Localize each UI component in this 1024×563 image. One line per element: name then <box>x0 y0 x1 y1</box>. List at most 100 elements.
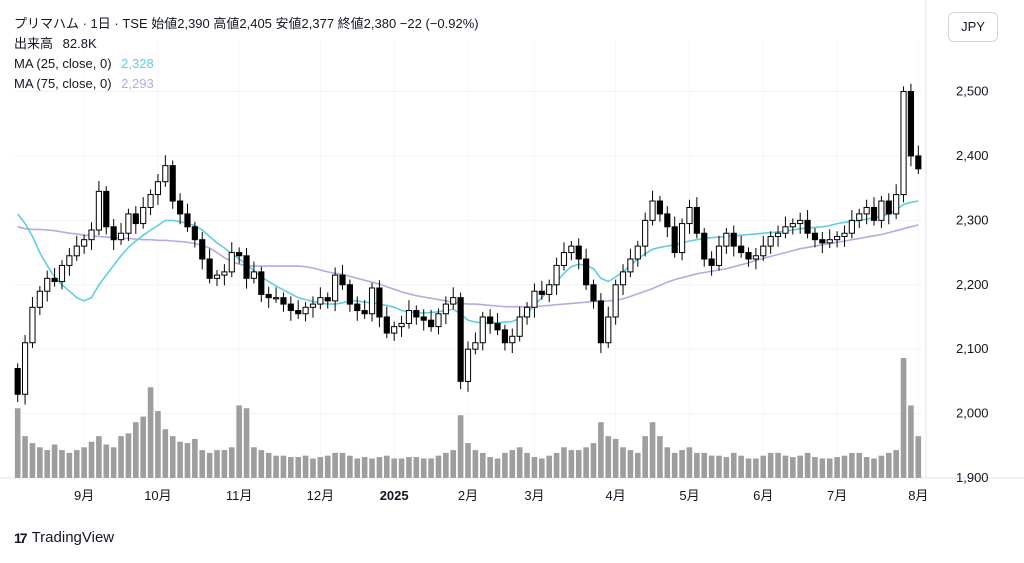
volume-bar <box>804 452 811 478</box>
y-tick-label: 2,000 <box>956 406 989 421</box>
candle-body <box>199 239 206 260</box>
candle-body <box>125 213 132 234</box>
volume-bar <box>723 457 730 478</box>
ma75-value: 2,293 <box>121 76 154 91</box>
x-tick-label: 4月 <box>606 488 626 503</box>
candle-body <box>391 326 398 334</box>
candle-body <box>723 232 730 247</box>
candle-body <box>103 190 110 228</box>
candle-body <box>634 245 641 260</box>
candle-body <box>29 306 36 344</box>
volume-bar <box>583 447 589 478</box>
volume-bar <box>516 447 523 478</box>
candle-body <box>383 316 390 334</box>
candle-body <box>243 255 250 279</box>
candle-body <box>516 316 523 337</box>
candle-body <box>627 258 634 273</box>
volume-bar <box>347 455 353 478</box>
volume-bar <box>169 436 176 478</box>
volume-bar <box>147 387 154 478</box>
candle-body <box>413 310 420 318</box>
volume-bar <box>413 457 420 478</box>
volume-bar <box>383 455 390 478</box>
volume-bar <box>782 455 789 478</box>
volume-bar <box>14 408 21 478</box>
candle-body <box>501 329 508 344</box>
candle-body <box>531 290 538 308</box>
volume-bar <box>546 455 553 478</box>
candle-body <box>479 316 486 344</box>
candle-body <box>324 297 331 302</box>
volume-bar <box>686 447 693 478</box>
volume-bar <box>44 450 51 478</box>
volume-bar <box>140 416 146 478</box>
volume-bar <box>236 405 242 478</box>
volume-bar <box>339 452 346 478</box>
volume-bar <box>37 447 43 478</box>
volume-bar <box>620 447 626 478</box>
y-tick-label: 2,200 <box>956 277 989 292</box>
volume-bar <box>66 452 73 478</box>
volume-bar <box>22 436 28 478</box>
ma75-line <box>17 224 919 308</box>
candle-body <box>95 190 102 231</box>
candle-body <box>546 284 553 295</box>
volume-bar <box>849 452 855 478</box>
candle-body <box>354 303 361 312</box>
candle-body <box>841 232 848 237</box>
volume-bar <box>435 455 442 478</box>
tradingview-branding[interactable]: 17 TradingView <box>14 529 114 546</box>
volume-bar <box>841 455 848 478</box>
volume-bar <box>738 455 744 478</box>
legend: プリマハム · 1日 · TSE 始値2,390 高値2,405 安値2,377… <box>14 14 479 94</box>
candle-body <box>368 287 376 315</box>
candle-body <box>752 255 759 260</box>
candle-body <box>560 252 568 266</box>
volume-bar <box>199 450 206 478</box>
candle-body <box>656 200 664 215</box>
volume-bar <box>125 433 132 478</box>
candle-body <box>642 219 649 247</box>
volume-bar <box>834 457 840 478</box>
candle-body <box>487 316 494 324</box>
legend-ma75[interactable]: MA (75, close, 0) 2,293 <box>14 74 479 94</box>
volume-bar <box>273 455 279 478</box>
candle-body <box>767 235 774 247</box>
candle-body <box>140 206 147 225</box>
candle-body <box>538 290 545 295</box>
candle-body <box>51 277 58 283</box>
legend-ma25[interactable]: MA (25, close, 0) 2,328 <box>14 54 479 74</box>
volume-bar <box>790 457 796 478</box>
volume-bar <box>295 457 302 478</box>
volume-bar <box>29 443 36 478</box>
volume-bar <box>856 452 863 478</box>
volume-bar <box>893 450 899 478</box>
volume-bar <box>265 452 272 478</box>
candle-body <box>191 226 198 241</box>
currency-button[interactable]: JPY <box>948 12 998 42</box>
candle-body <box>553 264 560 286</box>
x-tick-label: 2月 <box>458 488 478 503</box>
candle-body <box>228 252 235 273</box>
volume-bar <box>753 458 759 478</box>
volume-bar <box>826 458 833 478</box>
x-tick-label: 6月 <box>753 488 773 503</box>
volume-bar <box>317 457 324 478</box>
volume-bar <box>428 458 434 478</box>
candle-body <box>250 271 258 279</box>
volume-bar <box>96 436 102 478</box>
candle-body <box>893 194 900 215</box>
candle-body <box>236 252 243 257</box>
candle-body <box>280 297 287 305</box>
volume-bar <box>206 452 213 478</box>
candle-body <box>856 213 863 221</box>
candle-body <box>117 232 125 241</box>
volume-bar <box>450 450 457 478</box>
candle-body <box>147 194 154 208</box>
volume-bar <box>361 457 368 478</box>
volume-bar <box>324 455 331 478</box>
candle-body <box>804 219 811 234</box>
volume-bar <box>863 457 870 478</box>
